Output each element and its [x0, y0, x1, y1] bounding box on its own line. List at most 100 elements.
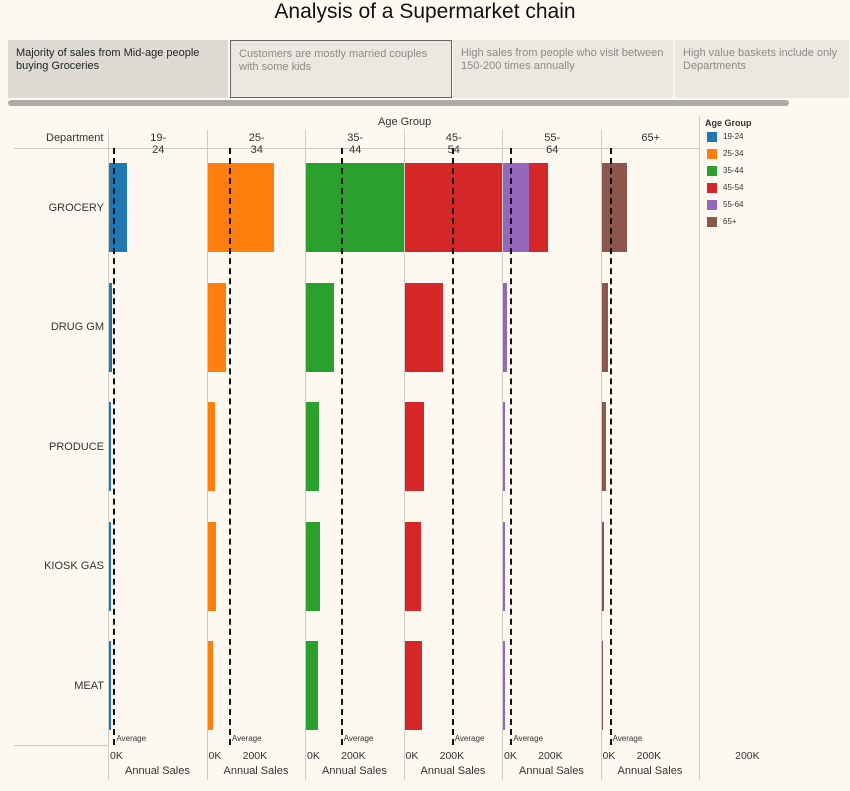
story-navigator: Majority of sales from Mid-age people bu… — [8, 40, 850, 98]
average-line-65+ — [609, 148, 612, 745]
panel-divider — [403, 130, 405, 780]
bar-grocery-65+[interactable] — [601, 163, 628, 252]
x-axis-title-25-34: Annual Sales — [223, 765, 289, 777]
x-axis-title-45-54: Annual Sales — [420, 765, 486, 777]
panel-divider — [699, 116, 700, 780]
legend-label: 25-34 — [723, 149, 744, 158]
bar-kiosk-gas-25-34[interactable] — [207, 521, 217, 611]
bar-kiosk-gas-19-24[interactable] — [109, 521, 111, 611]
story-point-2[interactable]: Customers are mostly married couples wit… — [230, 40, 452, 98]
legend-item-45-54[interactable]: 45-54 — [707, 183, 757, 193]
age-group-header-45-54: 45-54 — [445, 132, 462, 156]
average-line-45-54 — [451, 148, 454, 745]
x-tick-200k-35-44: 200K — [439, 750, 465, 762]
legend-item-55-64[interactable]: 55-64 — [707, 200, 757, 210]
bar-produce-19-24[interactable] — [109, 402, 111, 491]
bar-grocery-25-34[interactable] — [207, 163, 274, 252]
row-header: Department — [46, 132, 104, 144]
x-tick-0-35-44: 0K — [307, 750, 320, 762]
story-point-1[interactable]: Majority of sales from Mid-age people bu… — [8, 40, 229, 98]
x-tick-200k-25-34: 200K — [341, 750, 366, 762]
panel-divider — [502, 130, 503, 780]
bar-kiosk-gas-55-64[interactable] — [503, 521, 506, 611]
bar-kiosk-gas-65+[interactable] — [601, 521, 604, 611]
department-label-produce: PRODUCE — [48, 440, 104, 453]
bar-produce-45-54[interactable] — [404, 402, 424, 491]
bar-meat-65+[interactable] — [601, 641, 603, 730]
average-label-25-34: Average — [231, 734, 262, 743]
axis-divider — [14, 745, 109, 746]
bar-grocery-55-64[interactable] — [503, 163, 529, 252]
bar-drug-gm-25-34[interactable] — [207, 282, 226, 372]
legend-label: 55-64 — [723, 200, 744, 209]
x-axis-title-65+: Annual Sales — [617, 765, 683, 777]
legend-swatch — [707, 166, 717, 176]
department-label-kiosk-gas: KIOSK GAS — [44, 560, 104, 572]
column-header: Age Group — [378, 116, 432, 128]
bar-meat-55-64[interactable] — [503, 641, 505, 730]
bar-kiosk-gas-35-44[interactable] — [306, 521, 321, 611]
legend-swatch — [707, 200, 717, 210]
x-tick-0-65+: 0K — [602, 750, 616, 762]
x-tick-0-25-34: 0K — [208, 750, 222, 762]
bar-meat-25-34[interactable] — [207, 641, 214, 730]
panel-divider — [206, 130, 208, 780]
legend-swatch — [707, 217, 717, 227]
average-line-35-44 — [340, 148, 343, 745]
legend-swatch — [707, 183, 717, 193]
bar-drug-gm-55-64[interactable] — [503, 282, 508, 372]
x-axis-title-35-44: Annual Sales — [322, 765, 387, 777]
average-label-65+: Average — [612, 734, 643, 743]
age-group-header-65+: 65+ — [641, 132, 661, 144]
x-tick-0-19-24: 0K — [110, 750, 123, 762]
legend-label: 19-24 — [723, 132, 744, 141]
bar-meat-45-54[interactable] — [404, 641, 423, 730]
average-label-55-64: Average — [513, 734, 544, 743]
bar-meat-35-44[interactable] — [306, 641, 318, 730]
panel-divider — [600, 130, 602, 780]
panel-divider — [108, 130, 109, 780]
bar-drug-gm-45-54[interactable] — [404, 282, 443, 372]
age-group-header-19-24: 19-24 — [150, 132, 167, 156]
legend-item-25-34[interactable]: 25-34 — [707, 149, 757, 159]
age-group-header-25-34: 25-34 — [248, 132, 265, 156]
x-tick-200k-65+: 200K — [735, 750, 760, 762]
story-point-4[interactable]: High value baskets include only Departme… — [675, 40, 850, 98]
legend-item-35-44[interactable]: 35-44 — [707, 166, 757, 176]
legend-swatch — [707, 132, 717, 142]
bar-produce-25-34[interactable] — [207, 402, 215, 491]
legend-item-19-24[interactable]: 19-24 — [707, 132, 757, 142]
average-label-19-24: Average — [116, 734, 147, 743]
department-label-grocery: GROCERY — [48, 201, 104, 214]
bar-produce-65+[interactable] — [601, 402, 606, 491]
bar-meat-19-24[interactable] — [109, 641, 111, 730]
legend-label: 35-44 — [723, 166, 744, 175]
age-group-header-55-64: 55-64 — [544, 132, 561, 156]
x-axis-title-55-64: Annual Sales — [519, 765, 584, 777]
story-scrollbar[interactable] — [8, 100, 789, 106]
header-divider — [14, 148, 700, 149]
bar-kiosk-gas-45-54[interactable] — [404, 521, 422, 611]
bar-grocery-19-24[interactable] — [109, 163, 128, 252]
bar-drug-gm-65+[interactable] — [601, 282, 609, 372]
dashboard-title: Analysis of a Supermarket chain — [274, 0, 576, 23]
x-tick-200k-19-24: 200K — [242, 750, 268, 762]
average-line-55-64 — [510, 148, 513, 745]
bar-grocery-35-44[interactable] — [306, 163, 414, 252]
bar-drug-gm-19-24[interactable] — [109, 282, 112, 372]
legend-item-65+[interactable]: 65+ — [707, 217, 757, 227]
legend-label: 45-54 — [723, 183, 744, 192]
bar-produce-55-64[interactable] — [503, 402, 505, 491]
x-axis-title-19-24: Annual Sales — [125, 765, 190, 777]
story-point-3[interactable]: High sales from people who visit between… — [453, 40, 674, 98]
x-tick-200k-55-64: 200K — [636, 750, 662, 762]
legend-swatch — [707, 149, 717, 159]
department-label-drug-gm: DRUG GM — [50, 321, 104, 333]
legend-label: 65+ — [723, 217, 737, 226]
age-group-header-35-44: 35-44 — [347, 132, 364, 156]
bar-drug-gm-35-44[interactable] — [306, 282, 335, 372]
average-label-45-54: Average — [454, 734, 485, 743]
legend-title: Age Group — [705, 118, 752, 128]
x-tick-0-55-64: 0K — [504, 750, 517, 762]
bar-produce-35-44[interactable] — [306, 402, 320, 491]
